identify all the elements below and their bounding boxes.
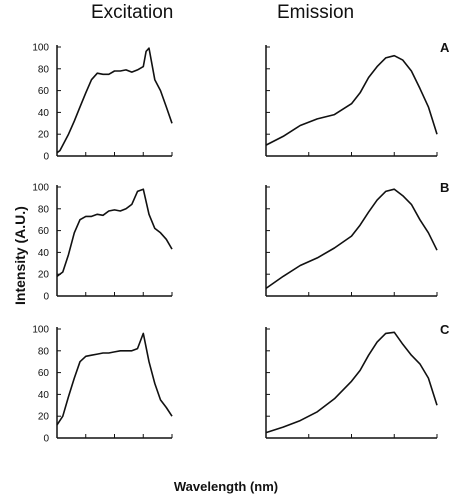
- y-tick-label-a-excitation: 60: [38, 86, 50, 97]
- panel-label-b: B: [440, 180, 449, 195]
- y-tick-label-a-excitation: 80: [38, 64, 50, 75]
- emission-column-title: Emission: [277, 2, 355, 23]
- x-axis-label: Wavelength (nm): [173, 479, 279, 494]
- y-tick-label-c-excitation: 40: [38, 390, 50, 401]
- curve-b-emission: [265, 188, 438, 290]
- curve-a-emission: [265, 54, 438, 146]
- y-tick-label-b-excitation: 20: [38, 270, 50, 281]
- y-tick-label-c-excitation: 60: [38, 368, 50, 379]
- panel-label-c: C: [440, 322, 450, 337]
- y-tick-label-c-excitation: 0: [43, 434, 49, 445]
- curve-c-emission: [265, 331, 438, 434]
- y-tick-label-a-excitation: 20: [38, 130, 50, 141]
- y-tick-label-b-excitation: 40: [38, 248, 50, 259]
- y-tick-label-c-excitation: 20: [38, 412, 50, 423]
- y-tick-label-a-excitation: 0: [43, 152, 49, 163]
- y-tick-label-b-excitation: 60: [38, 226, 50, 237]
- panel-label-a: A: [440, 40, 450, 55]
- curve-b-excitation: [56, 188, 173, 278]
- excitation-column-title: Excitation: [91, 2, 174, 23]
- y-tick-label-a-excitation: 100: [32, 43, 49, 54]
- y-tick-label-b-excitation: 80: [38, 204, 50, 215]
- y-tick-label-b-excitation: 100: [32, 183, 49, 194]
- y-tick-label-c-excitation: 80: [38, 346, 50, 357]
- curve-c-excitation: [56, 332, 173, 426]
- curve-a-excitation: [56, 47, 173, 154]
- y-tick-label-b-excitation: 0: [43, 292, 49, 303]
- y-tick-label-a-excitation: 40: [38, 108, 50, 119]
- y-tick-label-c-excitation: 100: [32, 325, 49, 336]
